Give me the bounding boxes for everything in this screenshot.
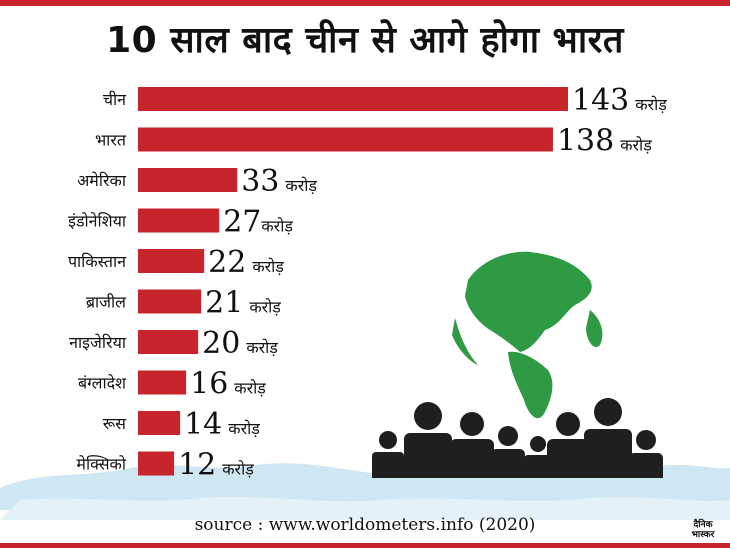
category-label: पाकिस्तान (68, 252, 127, 271)
category-label: चीन (103, 90, 127, 109)
category-label: मेक्सिको (76, 455, 126, 474)
publisher-logo: दैनिक भास्कर (683, 520, 723, 542)
bar (138, 411, 181, 435)
people-silhouettes-icon (372, 398, 663, 478)
bottom-accent-bar (0, 543, 730, 548)
category-label: भारत (95, 131, 127, 150)
bar (138, 168, 238, 192)
source-caption: source : www.worldometers.info (2020) (194, 515, 536, 535)
logo-line-1: दैनिक (693, 520, 713, 530)
category-label: इंडोनेशिया (68, 212, 127, 231)
value-label: 21 करोड़ (205, 286, 281, 321)
value-label: 27करोड़ (223, 205, 293, 240)
value-label: 143 करोड़ (572, 83, 667, 118)
page-title: 10 साल बाद चीन से आगे होगा भारत (106, 20, 624, 61)
bar (138, 330, 199, 354)
category-label: अमेरिका (77, 171, 127, 190)
category-label: बंग्लादेश (78, 374, 127, 393)
bar (138, 289, 202, 314)
globe-icon (448, 251, 612, 419)
value-label: 33 करोड़ (241, 164, 317, 199)
category-label: नाइजेरिया (69, 333, 127, 352)
bar (138, 208, 220, 233)
value-label: 16 करोड़ (190, 367, 266, 402)
top-accent-bar (0, 0, 730, 6)
value-label: 12 करोड़ (178, 448, 254, 483)
value-label: 138 करोड़ (557, 124, 652, 159)
category-label: ब्राजील (86, 293, 127, 312)
value-label: 14 करोड़ (184, 407, 260, 442)
bar (138, 249, 205, 273)
category-label: रूस (103, 414, 127, 433)
bar (138, 451, 175, 476)
value-label: 20 करोड़ (202, 326, 278, 361)
bar (138, 127, 553, 152)
value-label: 22 करोड़ (208, 245, 284, 280)
bar (138, 370, 187, 395)
bar (138, 87, 568, 111)
logo-line-2: भास्कर (691, 530, 715, 540)
